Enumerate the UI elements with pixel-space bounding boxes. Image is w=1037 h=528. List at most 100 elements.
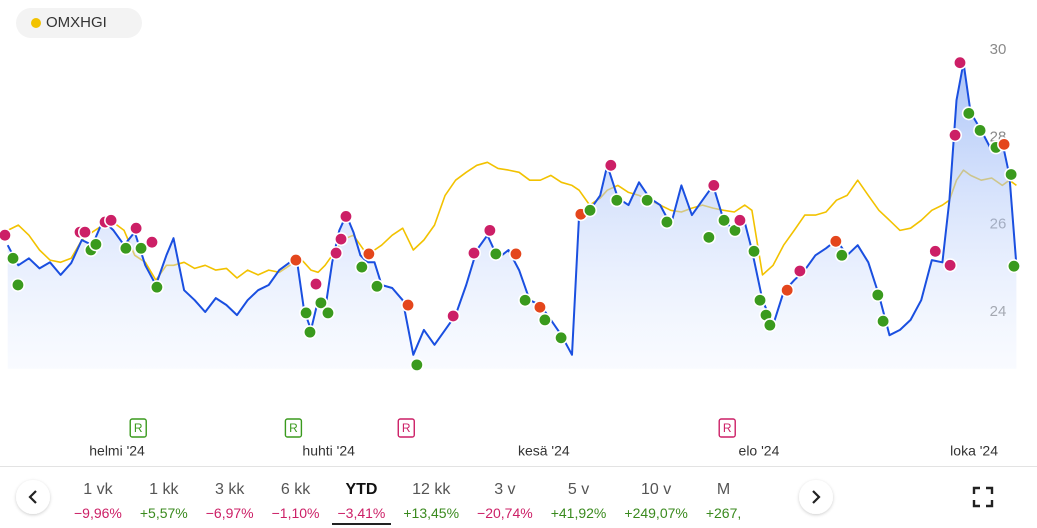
event-dot (828, 234, 843, 249)
report-marker (284, 418, 303, 438)
event-dot (466, 246, 481, 261)
period-tab[interactable]: 6 kk −1,10% (272, 467, 320, 528)
event-dot (1006, 259, 1021, 274)
x-tick-label: loka '24 (950, 443, 998, 459)
legend-label: OMXHGI (46, 14, 107, 31)
period-label: 6 kk (280, 481, 311, 498)
event-dot (409, 357, 424, 372)
event-dot (928, 244, 943, 259)
period-label: M (716, 481, 731, 498)
event-dot (482, 223, 497, 238)
event-dot (961, 106, 976, 121)
y-tick-label: 30 (990, 41, 1007, 58)
event-dot (288, 253, 303, 268)
event-dot (302, 325, 317, 340)
period-tab[interactable]: 10 v +249,07% (624, 467, 687, 528)
period-label: 1 kk (149, 481, 179, 498)
period-tab[interactable]: 3 v −20,74% (477, 467, 533, 528)
event-dot (0, 228, 12, 243)
report-marker-label: R (402, 421, 411, 435)
period-change: +267, (705, 505, 742, 521)
period-tab[interactable]: 1 kk +5,57% (140, 467, 188, 528)
period-tab[interactable]: 1 vk −9,96% (74, 467, 122, 528)
event-dot (299, 305, 314, 320)
report-marker-label: R (723, 421, 732, 435)
period-change: −1,10% (271, 505, 320, 521)
legend-swatch (31, 18, 41, 28)
event-dot (701, 230, 716, 245)
period-label: 10 v (640, 481, 672, 498)
event-dot (876, 314, 891, 329)
report-marker-label: R (134, 421, 143, 435)
event-dot (997, 137, 1012, 152)
event-dot (308, 277, 323, 292)
period-change: +5,57% (139, 505, 188, 521)
event-dot (537, 312, 552, 327)
period-change: −3,41% (337, 505, 386, 521)
event-dot (1004, 167, 1019, 182)
event-dot (77, 225, 92, 240)
event-dot (952, 55, 967, 70)
legend-pill[interactable] (16, 8, 142, 38)
event-dot (334, 232, 349, 247)
event-dot (118, 241, 133, 256)
period-change: +13,45% (403, 505, 460, 521)
event-dot (361, 246, 376, 261)
period-change: +41,92% (550, 505, 607, 521)
period-label: YTD (345, 481, 378, 498)
period-label: 5 v (567, 481, 590, 498)
event-dot (762, 318, 777, 333)
event-dot (518, 293, 533, 308)
event-dot (640, 193, 655, 208)
event-dot (717, 213, 732, 228)
event-dot (943, 258, 958, 273)
event-dot (659, 215, 674, 230)
event-dot (149, 280, 164, 295)
x-tick-label: elo '24 (739, 443, 780, 459)
event-dot (320, 305, 335, 320)
period-tab[interactable]: YTD −3,41% (331, 467, 392, 528)
x-tick-label: kesä '24 (518, 443, 570, 459)
event-dot (780, 283, 795, 298)
period-tab[interactable]: M +267, (706, 467, 741, 528)
event-dot (488, 246, 503, 261)
period-tab[interactable]: 3 kk −6,97% (206, 467, 254, 528)
period-tab[interactable]: 12 kk +13,45% (403, 467, 459, 528)
period-tab[interactable]: 5 v +41,92% (551, 467, 607, 528)
period-change: +249,07% (624, 505, 688, 521)
period-change: −20,74% (477, 505, 533, 521)
event-dot (129, 221, 144, 236)
event-dot (834, 248, 849, 263)
report-marker (397, 418, 415, 438)
period-change: −9,96% (74, 505, 122, 521)
index-line (7, 161, 1017, 281)
report-marker-label: R (289, 421, 298, 435)
report-marker (129, 418, 147, 438)
event-dot (792, 263, 807, 278)
event-dot (609, 193, 624, 208)
report-marker (718, 418, 736, 438)
event-dot (369, 279, 384, 294)
event-dot (583, 203, 598, 218)
event-dot (603, 158, 618, 173)
event-dot (401, 298, 416, 313)
event-dot (6, 251, 21, 266)
price-line (6, 61, 1018, 356)
period-label: 1 vk (83, 481, 113, 498)
event-dot (10, 277, 25, 292)
event-dot (104, 213, 119, 228)
event-dot (554, 330, 569, 345)
event-dot (732, 213, 747, 228)
period-list: 1 vk −9,96% 1 kk +5,57% 3 kk −6,97% 6 kk −1,10%… (74, 467, 741, 528)
event-dot (134, 241, 149, 256)
period-change: −6,97% (205, 505, 254, 521)
x-tick-label: helmi '24 (89, 443, 145, 459)
event-dot (446, 308, 461, 323)
event-dot (313, 295, 328, 310)
event-dot (88, 237, 103, 252)
x-tick-label: huhti '24 (302, 443, 355, 459)
event-dot (948, 128, 963, 143)
